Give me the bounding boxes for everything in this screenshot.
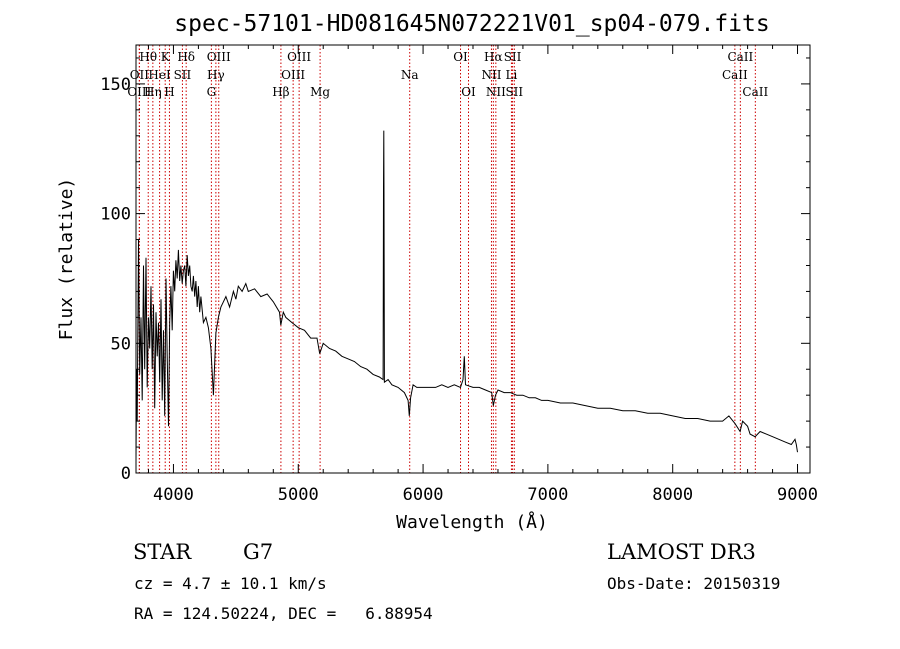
object-type: STAR bbox=[133, 540, 192, 564]
y-axis-label: Flux (relative) bbox=[56, 178, 77, 341]
line-marker-label-17: OI bbox=[453, 50, 468, 64]
line-marker-label-24: SII bbox=[505, 85, 523, 99]
line-markers bbox=[138, 45, 756, 473]
line-marker-label-16: Na bbox=[401, 68, 419, 82]
line-marker-label-7: SII bbox=[174, 68, 192, 82]
line-marker-label-27: CaII bbox=[742, 85, 768, 99]
line-marker-label-9: OIII bbox=[207, 50, 231, 64]
line-marker-label-6: Hδ bbox=[177, 50, 195, 64]
line-marker-label-10: Hγ bbox=[207, 68, 225, 82]
chart-title: spec-57101-HD081645N072221V01_sp04-079.f… bbox=[174, 11, 769, 37]
line-marker-label-19: Hα bbox=[484, 50, 503, 64]
line-marker-label-23: Li bbox=[506, 68, 518, 82]
line-marker-label-15: Mg bbox=[310, 85, 330, 99]
line-marker-label-1: OII bbox=[130, 68, 150, 82]
coordinates: RA = 124.50224, DEC = 6.88954 bbox=[134, 604, 433, 623]
obs-date: Obs-Date: 20150319 bbox=[607, 574, 781, 593]
line-marker-label-4: HeI bbox=[148, 68, 171, 82]
spectrum-series-line bbox=[135, 130, 798, 461]
x-tick-label-5: 9000 bbox=[777, 485, 818, 505]
line-marker-label-25: CaII bbox=[727, 50, 753, 64]
survey-name: LAMOST DR3 bbox=[607, 540, 756, 564]
y-tick-label-0: 0 bbox=[121, 464, 131, 484]
plot-frame bbox=[135, 44, 811, 474]
y-axis-ticks: 0 50 100 150 bbox=[100, 57, 810, 484]
x-tick-label-2: 6000 bbox=[403, 485, 444, 505]
x-tick-label-0: 4000 bbox=[153, 485, 194, 505]
redshift-cz: cz = 4.7 ± 10.1 km/s bbox=[134, 574, 327, 593]
line-marker-label-13: OIII bbox=[281, 68, 305, 82]
line-marker-label-22: SII bbox=[504, 50, 522, 64]
line-marker-label-20: NII bbox=[481, 68, 501, 82]
line-marker-label-0: Hθ bbox=[139, 50, 157, 64]
line-marker-label-12: OIII bbox=[287, 50, 311, 64]
line-marker-label-21: NII bbox=[486, 85, 506, 99]
y-tick-label-2: 100 bbox=[100, 205, 131, 225]
x-tick-label-3: 7000 bbox=[527, 485, 568, 505]
y-tick-label-3: 150 bbox=[100, 75, 131, 95]
line-marker-label-18: OI bbox=[461, 85, 476, 99]
line-marker-label-3: K bbox=[161, 50, 171, 64]
object-subclass: G7 bbox=[243, 540, 274, 564]
line-marker-label-8: H bbox=[164, 85, 174, 99]
line-marker-label-2: OIII bbox=[127, 85, 151, 99]
x-tick-label-4: 8000 bbox=[652, 485, 693, 505]
x-axis-label: Wavelength (Å) bbox=[396, 511, 548, 533]
y-tick-label-1: 50 bbox=[111, 334, 131, 354]
x-axis-ticks: 4000 5000 6000 7000 8000 9000 bbox=[147, 45, 818, 505]
line-marker-label-11: G bbox=[207, 85, 217, 99]
x-tick-label-1: 5000 bbox=[278, 485, 319, 505]
line-marker-label-26: CaII bbox=[722, 68, 748, 82]
line-marker-label-14: Hβ bbox=[272, 85, 289, 99]
line-marker-label-5: Hη bbox=[144, 85, 162, 99]
